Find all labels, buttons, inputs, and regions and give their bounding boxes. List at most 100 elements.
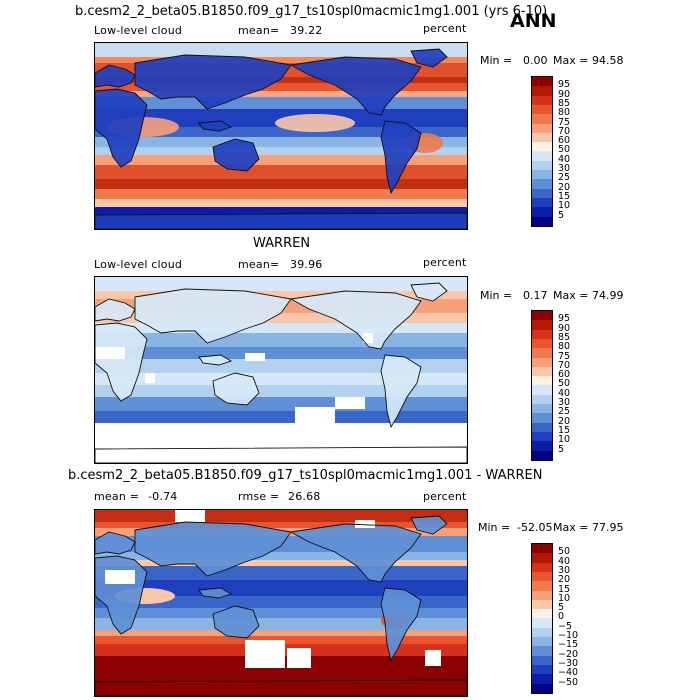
land-europe — [95, 65, 135, 87]
land-indonesia — [199, 588, 231, 598]
colorbar-swatch — [532, 160, 552, 171]
colorbar-tick-label: 60 — [558, 135, 571, 147]
land-australia — [213, 606, 259, 638]
coastline-africa — [95, 88, 148, 168]
colorbar-tick-label: 25 — [558, 406, 571, 418]
land-indonesia — [199, 121, 231, 131]
colorbar-swatch — [532, 571, 552, 582]
colorbar-tick-label: −20 — [558, 648, 579, 660]
coastline-samerica — [380, 354, 422, 429]
coastline-samerica — [380, 587, 422, 662]
field-band — [95, 373, 467, 385]
panel3-map — [94, 509, 468, 697]
colorbar-swatch — [532, 179, 552, 189]
land-asia — [135, 289, 291, 343]
land-australia — [213, 139, 259, 171]
colorbar-swatch — [532, 441, 552, 451]
colorbar-swatch — [532, 422, 552, 433]
colorbar-swatch — [532, 123, 552, 134]
panel1-title: b.cesm2_2_beta05.B1850.f09_g17_ts10spl0m… — [75, 4, 548, 19]
colorbar-swatch — [532, 674, 552, 684]
panel2-units: percent — [423, 256, 467, 269]
land-africa — [95, 323, 147, 401]
colorbar-tick-label: 20 — [558, 181, 571, 193]
coastline-greenland — [410, 282, 448, 302]
coastline-asia — [134, 521, 292, 577]
panel2-mean-label: mean= — [238, 258, 280, 271]
field-band — [95, 323, 467, 333]
colorbar-swatch — [532, 376, 552, 386]
colorbar-tick-label: 5 — [558, 602, 565, 614]
colorbar-swatches — [531, 310, 553, 461]
colorbar-tick-label: 70 — [558, 125, 571, 137]
colorbar-swatch — [532, 170, 552, 180]
field-band — [95, 333, 467, 347]
coastline-indonesia — [198, 587, 233, 599]
panel2-min-value: 0.17 — [523, 289, 548, 302]
colorbar-swatch — [532, 216, 552, 227]
field-band — [95, 137, 467, 147]
colorbar-swatch — [532, 394, 552, 405]
colorbar-swatch — [532, 142, 552, 152]
land-australia — [213, 373, 259, 405]
land-europe — [95, 299, 135, 321]
colorbar-swatch — [532, 151, 552, 162]
colorbar-tick-label: 30 — [558, 163, 571, 174]
colorbar-tick-label: 40 — [558, 153, 571, 165]
season-label: ANN — [510, 10, 557, 32]
colorbar-tick-label: 95 — [558, 79, 571, 91]
field-band — [95, 77, 467, 83]
field-band — [95, 291, 467, 299]
polar-band — [95, 443, 467, 463]
field-band — [95, 566, 467, 580]
field-band — [95, 155, 467, 165]
panel2-map — [94, 276, 468, 464]
colorbar-swatch — [532, 207, 552, 217]
colorbar-swatch — [532, 609, 552, 619]
colorbar-swatch — [532, 114, 552, 124]
panel3-mean-label: mean = — [94, 490, 140, 503]
field-band — [95, 359, 467, 373]
colorbar-swatch — [532, 627, 552, 638]
colorbar-tick-label: −30 — [558, 657, 579, 669]
coastline-indonesia — [198, 354, 233, 366]
panel1-map — [94, 42, 468, 230]
colorbar-swatch — [532, 413, 552, 423]
coastline-australia — [212, 605, 260, 639]
coastline-australia — [212, 372, 260, 406]
panel1-field-label: Low-level cloud — [94, 24, 183, 37]
colorbar-tick-label: 20 — [558, 415, 571, 427]
field-band — [95, 522, 467, 528]
colorbar-tick-label: 50 — [558, 378, 571, 390]
field-band — [95, 277, 467, 291]
colorbar-tick-label: 90 — [558, 322, 571, 334]
panel3-rmse-value: 26.68 — [288, 490, 321, 503]
panel3-title: b.cesm2_2_beta05.B1850.f09_g17_ts10spl0m… — [68, 468, 543, 483]
colorbar-tick-label: 30 — [558, 564, 571, 576]
field-band — [95, 189, 467, 199]
colorbar-swatch — [532, 664, 552, 675]
colorbar-tick-label: 50 — [558, 144, 571, 156]
colorbar-swatch — [532, 132, 552, 143]
missing-data-patch — [105, 570, 135, 584]
colorbar-tick-label: 40 — [558, 555, 571, 567]
coastline-indonesia — [198, 120, 233, 132]
colorbar-swatch — [532, 104, 552, 115]
land-africa — [95, 89, 147, 167]
field-band — [95, 385, 467, 397]
colorbar-tick-label: 80 — [558, 341, 571, 353]
missing-data-patch — [355, 520, 375, 528]
colorbar-swatch — [532, 590, 552, 601]
coastline-europe — [95, 531, 136, 555]
field-band — [95, 347, 467, 359]
colorbar-tick-label: 10 — [558, 592, 571, 604]
field-band — [95, 199, 467, 207]
colorbar-swatch — [532, 450, 552, 461]
missing-data-patch — [363, 333, 373, 343]
field-band — [95, 411, 467, 423]
missing-data-patch — [245, 353, 265, 361]
field-band — [95, 165, 467, 179]
panel2-max-value: 74.99 — [592, 289, 624, 302]
missing-data-patch — [335, 397, 365, 409]
colorbar-tick-label: 10 — [558, 434, 571, 446]
